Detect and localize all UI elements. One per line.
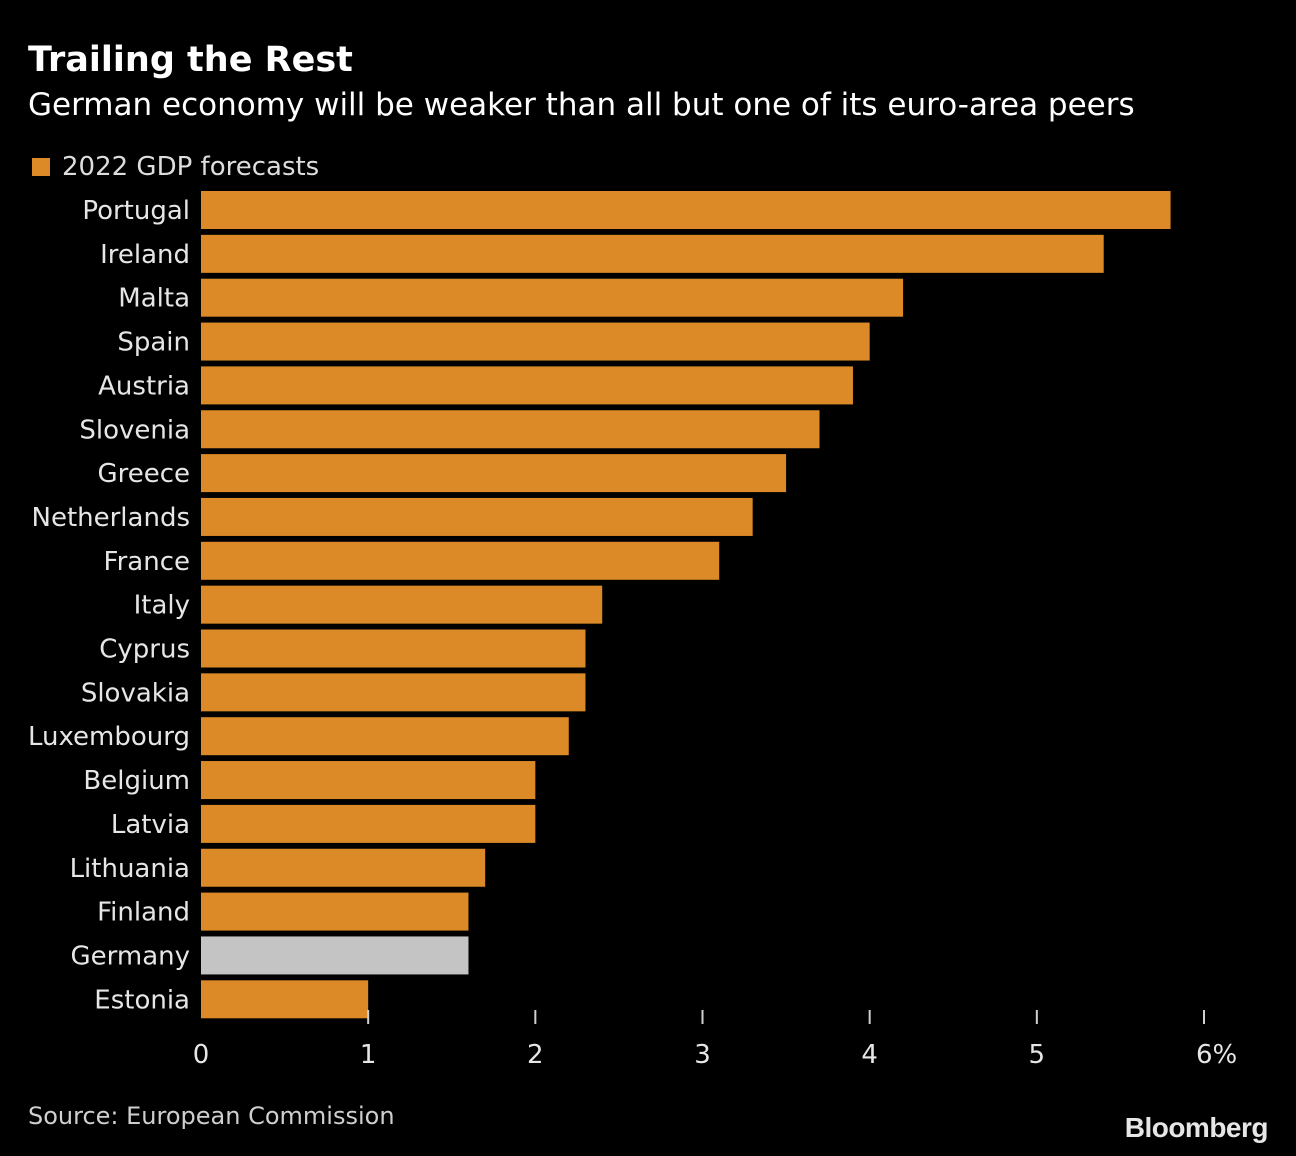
bar-lithuania bbox=[201, 848, 486, 887]
category-label: Spain bbox=[117, 328, 190, 358]
bar-slovakia bbox=[201, 673, 586, 712]
category-label: Slovenia bbox=[79, 415, 190, 445]
category-label: Italy bbox=[134, 591, 190, 621]
bar-finland bbox=[201, 892, 469, 931]
bar-malta bbox=[201, 278, 904, 317]
chart-title: Trailing the Rest bbox=[28, 40, 353, 80]
bar-latvia bbox=[201, 804, 536, 843]
bar-portugal bbox=[201, 191, 1171, 229]
bar-france bbox=[201, 541, 720, 580]
bar-germany bbox=[201, 936, 469, 975]
category-label: France bbox=[104, 547, 190, 577]
bar-ireland bbox=[201, 234, 1104, 273]
category-label: Finland bbox=[97, 898, 190, 928]
source-note: Source: European Commission bbox=[28, 1102, 395, 1130]
category-label: Lithuania bbox=[70, 854, 190, 884]
bloomberg-logo: Bloomberg bbox=[1124, 1112, 1269, 1143]
bar-spain bbox=[201, 322, 870, 361]
category-label: Portugal bbox=[82, 196, 190, 226]
category-label: Cyprus bbox=[99, 635, 190, 665]
legend: 2022 GDP forecasts bbox=[32, 152, 319, 182]
x-tick-label: 5 bbox=[1029, 1040, 1046, 1070]
bar-chart: Portugal Ireland Malta Spain Austria Slovenia… bbox=[28, 191, 1237, 1070]
category-label: Estonia bbox=[94, 985, 190, 1015]
bar-italy bbox=[201, 585, 603, 624]
x-tick-label: 0 bbox=[193, 1040, 210, 1070]
bar-luxembourg bbox=[201, 717, 569, 756]
x-tick-label: 1 bbox=[360, 1040, 377, 1070]
category-label: Latvia bbox=[111, 810, 190, 840]
category-label: Greece bbox=[97, 459, 190, 489]
category-label: Austria bbox=[98, 371, 190, 401]
legend-label: 2022 GDP forecasts bbox=[62, 152, 320, 182]
category-label: Germany bbox=[70, 941, 190, 971]
category-label: Luxembourg bbox=[28, 722, 190, 752]
category-label: Slovakia bbox=[81, 678, 190, 708]
chart-subtitle: German economy will be weaker than all b… bbox=[28, 87, 1135, 123]
x-tick-label: 6% bbox=[1196, 1040, 1237, 1070]
bar-belgium bbox=[201, 761, 536, 800]
category-label: Netherlands bbox=[32, 503, 191, 533]
x-tick-label: 4 bbox=[861, 1040, 878, 1070]
bar-greece bbox=[201, 454, 787, 493]
x-tick-label: 2 bbox=[527, 1040, 544, 1070]
category-label: Malta bbox=[118, 284, 190, 314]
bar-estonia bbox=[201, 980, 369, 1019]
bar-netherlands bbox=[201, 497, 753, 536]
x-tick-label: 3 bbox=[694, 1040, 711, 1070]
category-label: Ireland bbox=[100, 240, 190, 270]
bar-austria bbox=[201, 366, 853, 405]
category-label: Belgium bbox=[83, 766, 190, 796]
bar-cyprus bbox=[201, 629, 586, 668]
legend-swatch bbox=[32, 158, 50, 176]
bar-slovenia bbox=[201, 410, 820, 449]
